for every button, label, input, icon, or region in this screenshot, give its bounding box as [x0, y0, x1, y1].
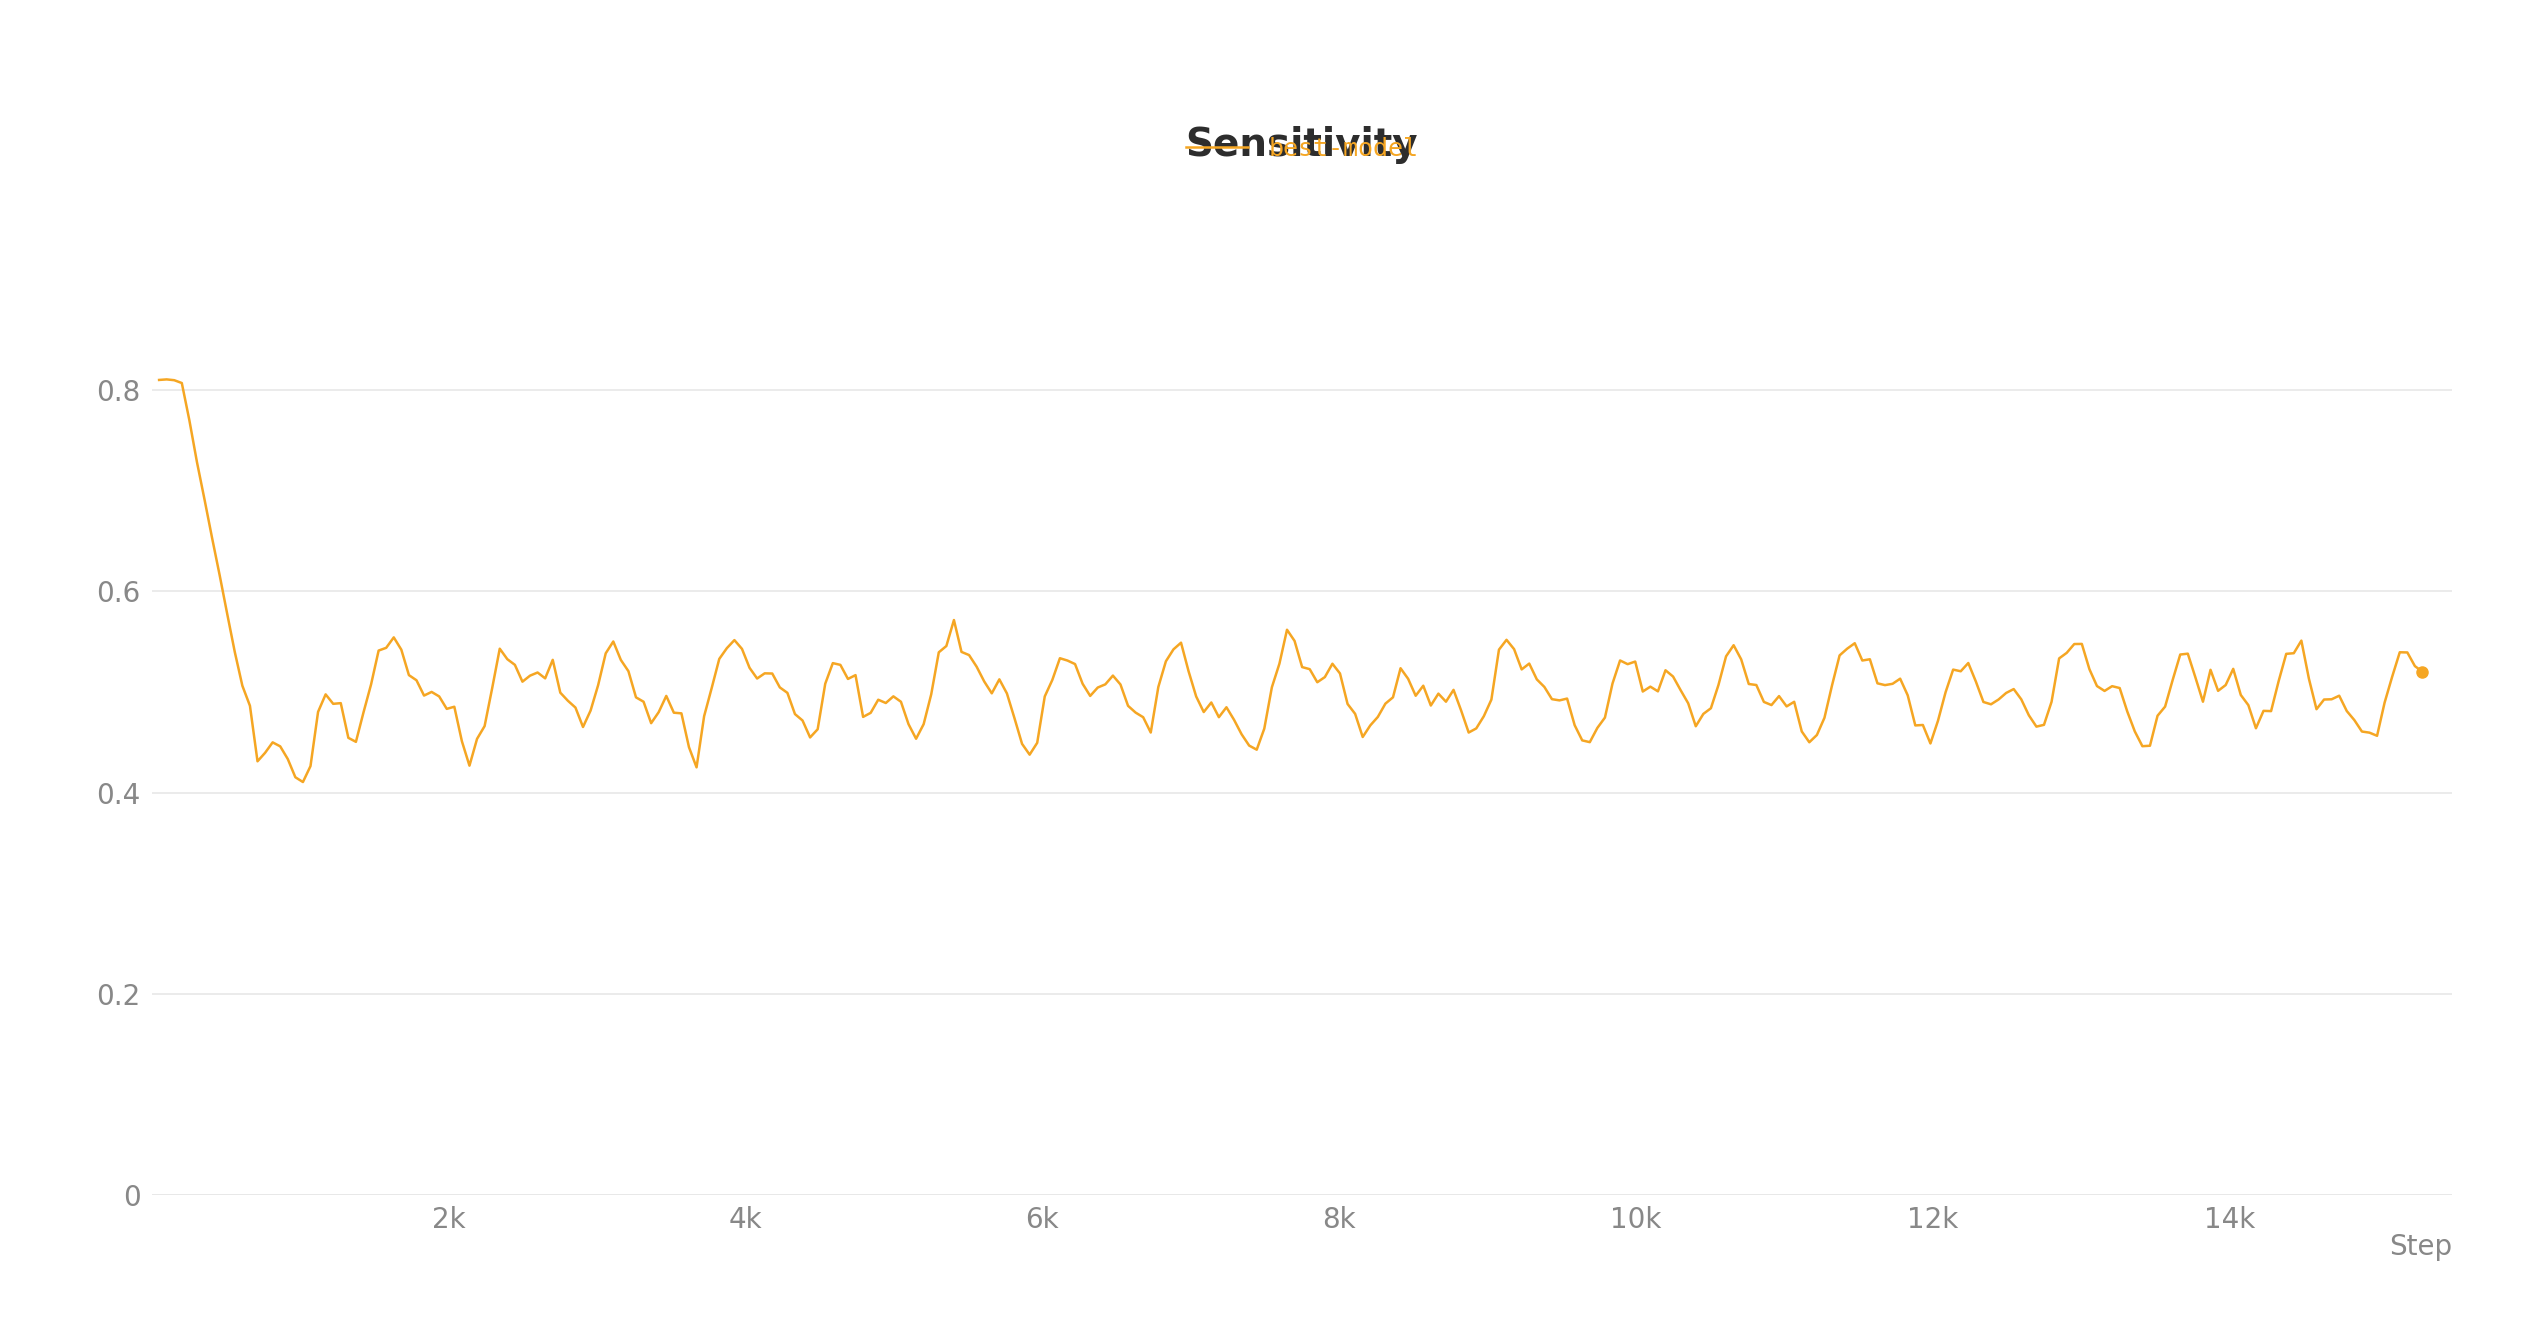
best-model [2407, 664, 2437, 680]
best-model [1507, 661, 1537, 677]
best-model [152, 372, 182, 388]
best-model [159, 372, 190, 388]
best-model [2068, 636, 2098, 652]
best-model [1545, 692, 1575, 708]
best-model [2209, 677, 2240, 693]
best-model [144, 372, 174, 388]
Text: Step: Step [2389, 1234, 2452, 1262]
best-model [1499, 641, 1529, 657]
Legend: best-model: best-model [1186, 137, 1418, 161]
best-model [288, 774, 319, 790]
Title: Sensitivity: Sensitivity [1186, 126, 1418, 163]
Line: best-model: best-model [159, 380, 2422, 782]
